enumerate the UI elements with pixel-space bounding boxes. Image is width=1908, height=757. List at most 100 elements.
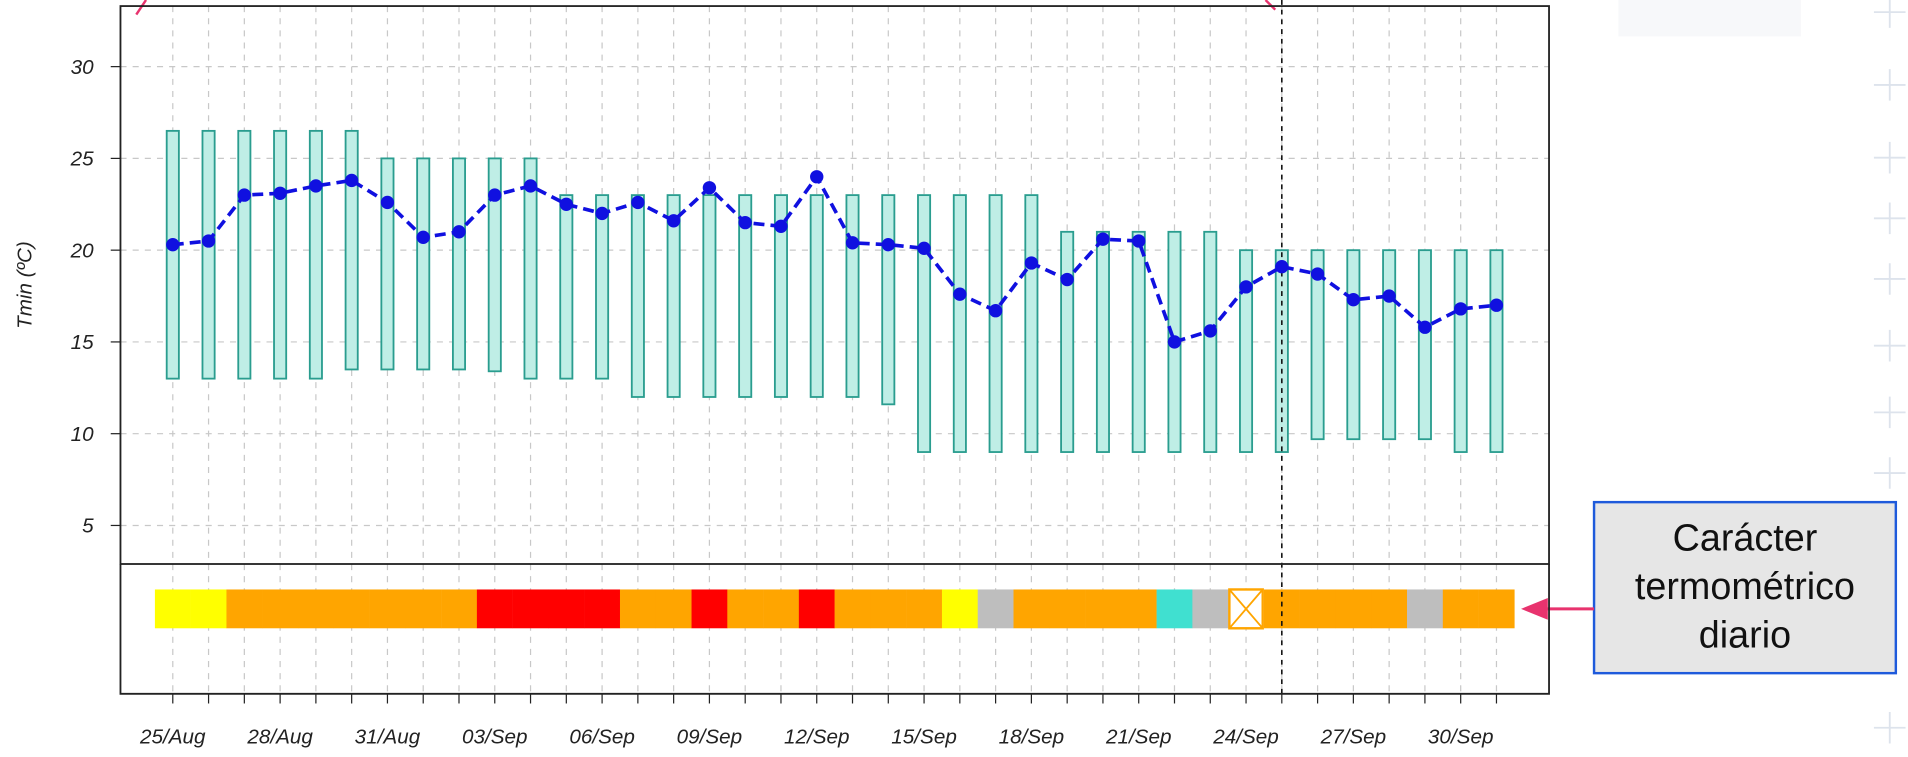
strip-cell	[1013, 589, 1050, 629]
strip-cell	[798, 589, 835, 629]
tmin-point	[416, 230, 430, 244]
range-box	[487, 157, 502, 373]
strip-cell	[476, 589, 513, 629]
strip-cell	[655, 589, 692, 629]
range-box	[1489, 249, 1504, 453]
tmin-point	[1382, 289, 1396, 303]
x-tick-label: 27/Sep	[1320, 726, 1387, 749]
x-tick-label: 25/Aug	[139, 726, 206, 749]
range-box	[1203, 230, 1218, 453]
tmin-point	[1275, 260, 1289, 274]
strip-cell	[941, 589, 978, 629]
range-box	[416, 157, 431, 371]
strip-cell	[906, 589, 943, 629]
annotation-text: Carácter	[1673, 517, 1818, 559]
tmin-point	[702, 181, 717, 195]
tmin-point	[1167, 335, 1182, 349]
tmin-point	[1024, 256, 1039, 270]
strip-cell	[763, 589, 800, 629]
tmin-point	[1346, 293, 1361, 307]
x-tick-label: 30/Sep	[1428, 726, 1494, 749]
range-box	[845, 194, 860, 398]
strip-cell	[333, 589, 370, 629]
strip-cell	[190, 589, 227, 629]
range-box	[1310, 249, 1325, 441]
range-box	[380, 157, 395, 371]
strip-cell	[1478, 589, 1515, 629]
range-box	[1131, 230, 1146, 453]
strip-cell	[512, 589, 549, 629]
range-box	[952, 194, 967, 453]
range-box	[917, 194, 932, 453]
tmin-point	[1489, 298, 1504, 312]
range-box	[773, 194, 788, 398]
range-box	[881, 194, 896, 406]
range-box	[237, 129, 252, 380]
range-box	[523, 157, 538, 380]
annotation-text: diario	[1699, 614, 1791, 656]
strip-cell	[1371, 589, 1408, 629]
strip-cell	[1299, 589, 1336, 629]
range-box	[988, 194, 1003, 453]
strip-cell	[226, 589, 263, 629]
x-tick-label: 18/Sep	[999, 726, 1065, 749]
annotation-text: termométrico	[1635, 565, 1855, 607]
tmin-point	[666, 214, 681, 228]
range-box	[1453, 249, 1468, 453]
decoration	[135, 0, 1277, 16]
strip-frame	[119, 564, 1550, 695]
y-tick-label: 20	[70, 239, 95, 262]
strip-cell	[619, 589, 656, 629]
x-tick-label: 15/Sep	[891, 726, 957, 749]
y-tick-label: 30	[71, 56, 95, 79]
tmin-point	[166, 237, 180, 252]
range-box	[666, 194, 681, 398]
strip-cell	[977, 589, 1014, 629]
strip-cell	[1335, 589, 1372, 629]
strip-cell	[1085, 589, 1122, 629]
x-tick-label: 31/Aug	[355, 726, 421, 749]
y-tick-label: 15	[71, 331, 95, 354]
strip-cell	[405, 589, 442, 629]
tmin-point	[1418, 320, 1432, 334]
range-box	[559, 194, 574, 380]
annotation: Carácter termométrico diario	[1521, 500, 1898, 675]
tmin-point	[523, 179, 538, 193]
strip-cell	[262, 589, 299, 629]
x-tick-label: 24/Sep	[1212, 726, 1279, 749]
tmin-point	[738, 215, 752, 230]
tmin-point	[953, 287, 967, 301]
tmin-point	[1239, 280, 1253, 294]
tmin-point	[201, 234, 216, 248]
y-tick-label: 25	[70, 148, 95, 171]
strip-cell	[548, 589, 585, 629]
range-box	[1382, 249, 1397, 441]
tmin-point	[988, 304, 1003, 318]
tmin-point	[1096, 232, 1110, 246]
strip-cell	[1049, 589, 1086, 629]
strip-cell	[441, 589, 478, 629]
tmin-point	[631, 195, 645, 210]
range-box	[1024, 194, 1039, 453]
x-tick-label: 12/Sep	[784, 726, 850, 749]
range-box	[1239, 249, 1254, 453]
x-tick-label: 09/Sep	[677, 726, 743, 749]
range-box	[630, 194, 645, 398]
strip-cell	[834, 589, 871, 629]
range-box	[308, 129, 323, 380]
range-box	[702, 194, 717, 398]
strip-cell	[369, 589, 406, 629]
strip-cell	[154, 589, 191, 629]
range-box	[273, 129, 288, 380]
y-tick-label: 5	[82, 515, 94, 538]
strip-cell	[1120, 589, 1157, 629]
range-box	[451, 157, 466, 371]
y-axis-label: Tmin (ºC)	[14, 241, 37, 329]
tmin-point	[1310, 267, 1325, 281]
background-decoration	[1618, 0, 1906, 744]
range-box	[344, 129, 359, 371]
tmin-point	[595, 206, 609, 221]
range-box	[1346, 249, 1361, 441]
